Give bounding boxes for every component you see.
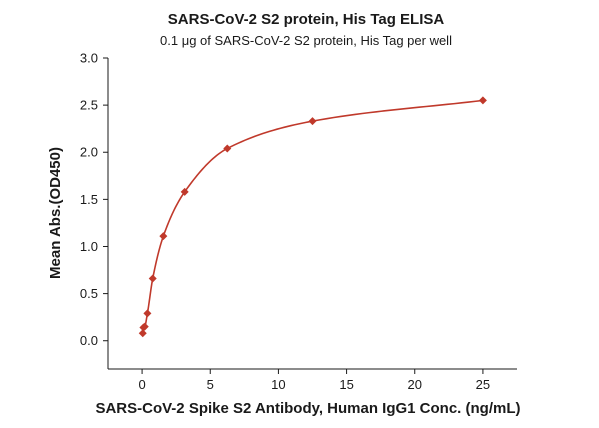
x-axis-label: SARS-CoV-2 Spike S2 Antibody, Human IgG1… xyxy=(95,400,520,417)
y-tick-label: 0.5 xyxy=(80,286,98,301)
data-point xyxy=(308,117,317,126)
y-tick-label: 2.5 xyxy=(80,98,98,113)
y-tick-label: 0.0 xyxy=(80,333,98,348)
chart-subtitle: 0.1 μg of SARS-CoV-2 S2 protein, His Tag… xyxy=(160,33,452,48)
data-point xyxy=(143,309,152,318)
axes xyxy=(107,58,517,370)
data-point xyxy=(223,144,232,153)
fit-curve xyxy=(141,99,484,334)
y-tick-label: 3.0 xyxy=(80,51,98,66)
x-tick-label: 25 xyxy=(476,377,490,392)
y-tick-label: 2.0 xyxy=(80,145,98,160)
data-point xyxy=(180,187,189,196)
x-tick-label: 10 xyxy=(271,377,285,392)
chart-title: SARS-CoV-2 S2 protein, His Tag ELISA xyxy=(168,11,445,28)
y-ticks: 0.0 0.5 1.0 1.5 2.0 2.5 3.0 xyxy=(80,51,108,348)
data-points xyxy=(138,96,487,338)
x-tick-label: 0 xyxy=(138,377,145,392)
y-tick-label: 1.0 xyxy=(80,239,98,254)
data-point xyxy=(148,274,157,283)
x-tick-label: 15 xyxy=(339,377,353,392)
y-tick-label: 1.5 xyxy=(80,192,98,207)
data-point xyxy=(478,96,487,105)
x-tick-label: 20 xyxy=(408,377,422,392)
data-point xyxy=(138,329,147,338)
data-point xyxy=(140,322,149,331)
x-tick-label: 5 xyxy=(207,377,214,392)
data-point xyxy=(159,232,168,241)
y-axis-label: Mean Abs.(OD450) xyxy=(47,147,64,279)
x-ticks: 0 5 10 15 20 25 xyxy=(138,369,490,392)
